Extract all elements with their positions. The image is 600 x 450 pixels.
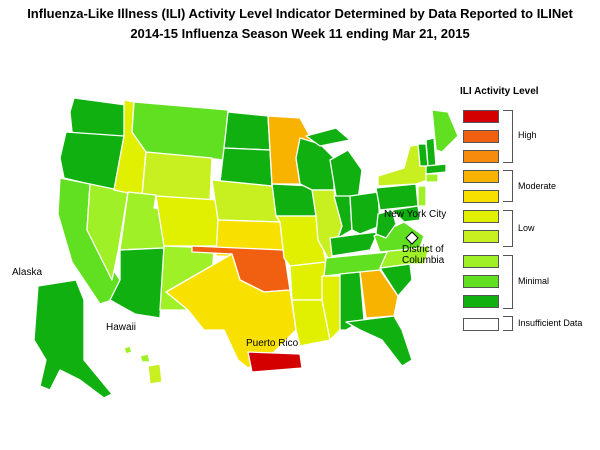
legend-label-minimal: Minimal bbox=[518, 276, 550, 286]
label-dc: District of Columbia bbox=[402, 244, 444, 266]
state-virginia bbox=[373, 221, 425, 253]
state-maine bbox=[431, 109, 459, 153]
state-hawaii-oahu bbox=[123, 345, 133, 355]
state-south-dakota bbox=[219, 147, 273, 187]
state-kentucky bbox=[329, 231, 379, 257]
state-florida bbox=[345, 315, 413, 367]
state-louisiana bbox=[291, 299, 331, 347]
state-new-jersey bbox=[417, 185, 427, 207]
legend-title: ILI Activity Level bbox=[460, 86, 539, 97]
label-dc-line1: District of bbox=[402, 244, 444, 255]
dc-marker-icon bbox=[405, 231, 419, 245]
label-dc-line2: Columbia bbox=[402, 255, 445, 266]
legend-bracket-minimal bbox=[503, 255, 513, 309]
legend-label-low: Low bbox=[518, 223, 535, 233]
state-wyoming bbox=[141, 151, 213, 201]
legend-swatch-level-1 bbox=[463, 295, 499, 308]
legend-swatch-level-4 bbox=[463, 230, 499, 243]
legend-swatch-level-3 bbox=[463, 255, 499, 268]
state-montana bbox=[131, 101, 229, 161]
legend-swatch-level-10 bbox=[463, 110, 499, 123]
territory-puerto-rico bbox=[247, 351, 303, 373]
state-nebraska bbox=[211, 179, 281, 223]
state-michigan-up bbox=[305, 127, 351, 147]
state-massachusetts bbox=[425, 163, 447, 175]
state-north-carolina bbox=[379, 245, 431, 269]
state-alaska bbox=[33, 279, 113, 399]
state-wisconsin bbox=[295, 137, 335, 191]
state-north-dakota bbox=[223, 111, 271, 151]
state-texas bbox=[165, 253, 297, 369]
map-title: Influenza-Like Illness (ILI) Activity Le… bbox=[27, 6, 573, 21]
label-alaska: Alaska bbox=[12, 267, 43, 278]
label-hawaii: Hawaii bbox=[106, 322, 137, 333]
state-new-hampshire bbox=[425, 137, 437, 167]
legend-swatch-level-9 bbox=[463, 130, 499, 143]
state-pennsylvania bbox=[375, 183, 419, 211]
state-indiana bbox=[333, 195, 353, 239]
state-mississippi bbox=[321, 275, 341, 341]
legend-bracket-moderate bbox=[503, 170, 513, 202]
legend-swatch-level-7 bbox=[463, 170, 499, 183]
state-arizona bbox=[109, 247, 165, 319]
legend-bracket-insufficient bbox=[503, 316, 513, 331]
state-georgia bbox=[359, 269, 399, 319]
state-colorado bbox=[155, 195, 219, 247]
legend-bracket-low bbox=[503, 210, 513, 247]
state-hawaii-big-island bbox=[147, 363, 163, 385]
state-ohio bbox=[349, 191, 381, 235]
state-michigan bbox=[329, 149, 363, 201]
legend-label-insufficient: Insufficient Data bbox=[518, 318, 583, 328]
legend-swatch-level-5 bbox=[463, 210, 499, 223]
legend-label-moderate: Moderate bbox=[518, 181, 557, 191]
state-west-virginia bbox=[375, 209, 397, 239]
legend-label-high: High bbox=[518, 130, 537, 140]
state-hawaii-maui bbox=[139, 353, 151, 363]
legend-swatch-level-6 bbox=[463, 190, 499, 203]
legend-swatch-level-0 bbox=[463, 318, 499, 331]
state-arkansas bbox=[289, 261, 327, 301]
label-puerto-rico: Puerto Rico bbox=[246, 338, 299, 349]
state-connecticut bbox=[425, 173, 439, 183]
legend-bracket-high bbox=[503, 110, 513, 163]
state-maryland bbox=[391, 205, 421, 223]
legend-swatch-level-8 bbox=[463, 150, 499, 163]
map-subtitle: 2014-15 Influenza Season Week 11 ending … bbox=[130, 26, 470, 41]
label-nyc: New York City bbox=[384, 209, 447, 220]
legend-swatch-level-2 bbox=[463, 275, 499, 288]
